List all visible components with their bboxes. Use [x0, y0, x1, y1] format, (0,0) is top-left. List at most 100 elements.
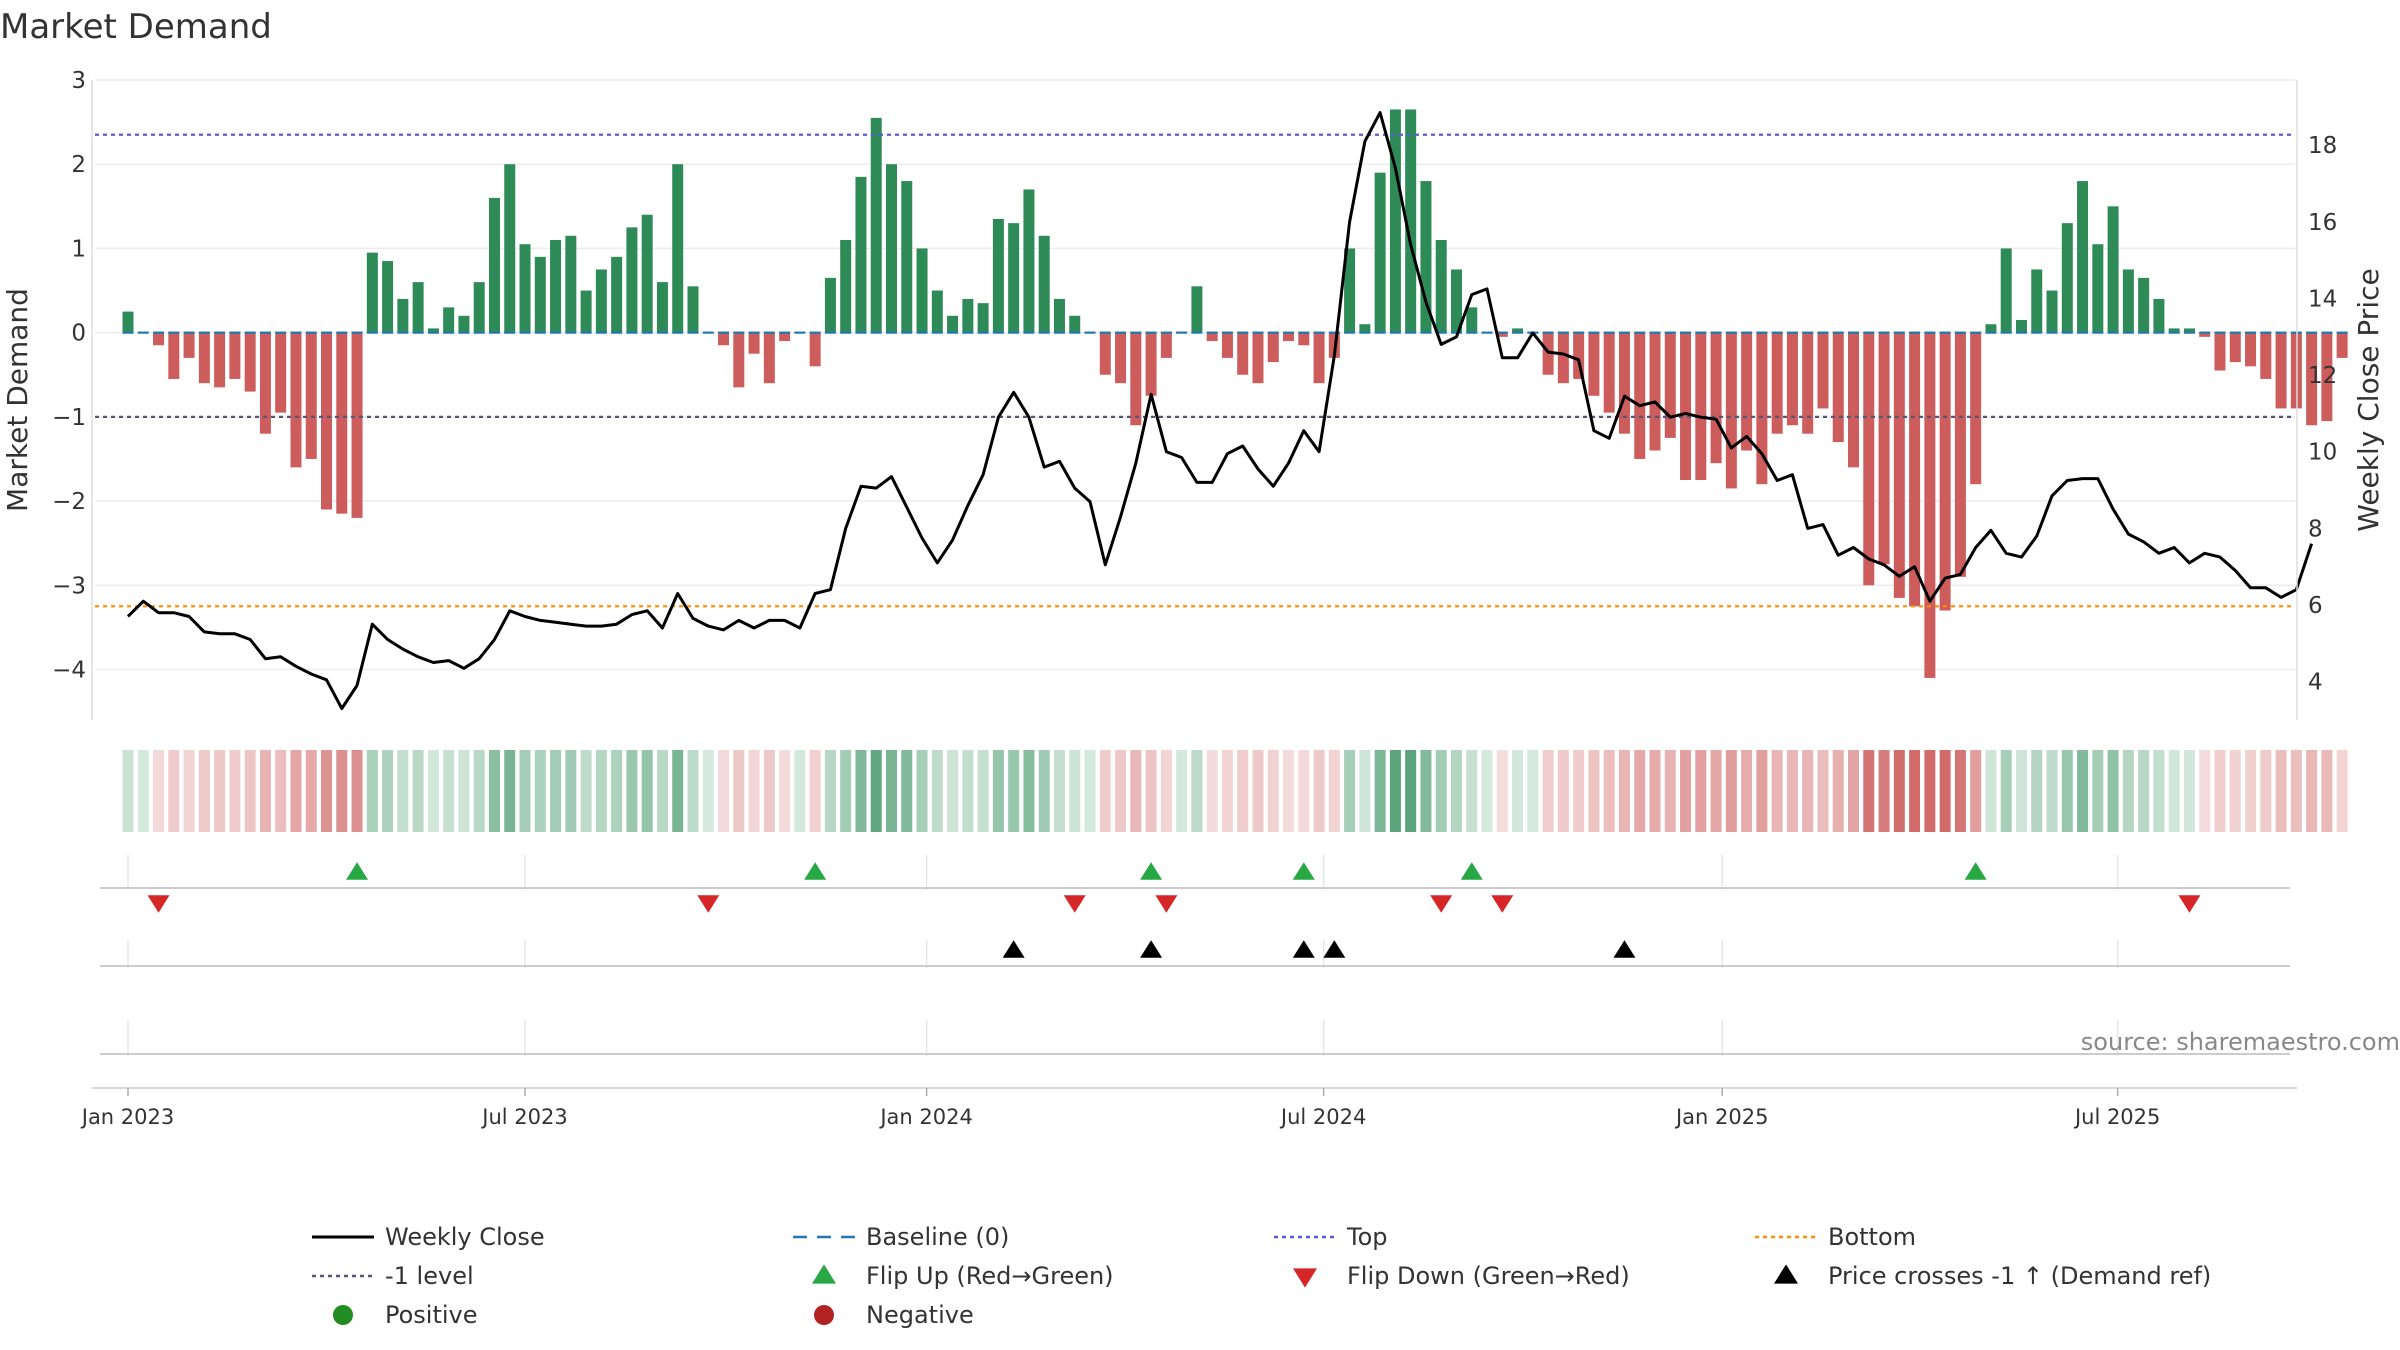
- demand-bar: [321, 332, 333, 510]
- y-tick-right: 12: [2308, 363, 2337, 389]
- y-tick-right: 6: [2308, 593, 2323, 619]
- demand-bar: [1832, 332, 1844, 443]
- weekly-close-series: [126, 111, 2314, 710]
- heat-cell: [2122, 750, 2134, 832]
- demand-bar: [1557, 332, 1569, 384]
- heat-cell: [687, 750, 699, 832]
- heat-cell: [1756, 750, 1768, 832]
- heat-cell: [275, 750, 287, 832]
- heat-cell: [412, 750, 424, 832]
- demand-bar: [1130, 332, 1142, 426]
- demand-bar: [1680, 332, 1692, 480]
- demand-bar: [366, 252, 378, 333]
- heat-cell: [1496, 750, 1508, 832]
- heat-cell: [595, 750, 607, 832]
- price-cross-marker: [1613, 940, 1636, 958]
- heat-cell: [183, 750, 195, 832]
- y-tick-left: −4: [52, 657, 86, 683]
- demand-bar: [1221, 332, 1233, 358]
- heat-cell: [733, 750, 745, 832]
- heat-cell: [1328, 750, 1340, 832]
- heat-cell: [1252, 750, 1264, 832]
- demand-bar: [901, 181, 913, 333]
- legend-label: -1 level: [385, 1262, 474, 1290]
- heat-cell: [397, 750, 409, 832]
- heat-cell: [534, 750, 546, 832]
- demand-bar: [1802, 332, 1814, 434]
- demand-bar: [1954, 332, 1966, 577]
- heat-cell: [1237, 750, 1249, 832]
- heat-cell: [198, 750, 210, 832]
- heat-cell: [1924, 750, 1936, 832]
- demand-bar: [1237, 332, 1249, 375]
- demand-bar: [168, 332, 180, 379]
- legend-triangle-up-icon: [812, 1264, 836, 1284]
- x-tick-label: Jul 2023: [480, 1105, 567, 1129]
- heat-cell: [916, 750, 928, 832]
- heat-cell: [504, 750, 516, 832]
- demand-bar: [992, 218, 1004, 333]
- chart-title: Market Demand: [0, 7, 272, 47]
- x-tick-label: Jan 2024: [878, 1105, 973, 1129]
- heat-cell: [519, 750, 531, 832]
- y-tick-left: 2: [71, 152, 86, 178]
- demand-bar: [214, 332, 226, 388]
- heat-cell: [672, 750, 684, 832]
- heat-cell: [1664, 750, 1676, 832]
- demand-bar: [1756, 332, 1768, 485]
- legend-label: Price crosses -1 ↑ (Demand ref): [1828, 1262, 2211, 1290]
- demand-bar: [1191, 286, 1203, 333]
- demand-bar: [1023, 189, 1035, 333]
- y-tick-right: 16: [2308, 210, 2337, 236]
- heat-cell: [763, 750, 775, 832]
- flip-up-marker: [1292, 862, 1315, 880]
- demand-bar: [2092, 244, 2104, 333]
- legend-label: Baseline (0): [866, 1223, 1009, 1251]
- y-tick-right: 4: [2308, 670, 2323, 696]
- flip-down-marker: [1155, 895, 1178, 913]
- demand-bar: [565, 235, 577, 333]
- heat-cell: [580, 750, 592, 832]
- demand-bar: [2275, 332, 2287, 409]
- heat-cell: [1786, 750, 1798, 832]
- heat-cell: [702, 750, 714, 832]
- demand-bar: [1985, 324, 1997, 333]
- heat-cell: [1848, 750, 1860, 832]
- heat-cell: [992, 750, 1004, 832]
- weekly-close-line: [126, 111, 2314, 710]
- demand-bar: [595, 269, 607, 333]
- legend: Weekly Close Baseline (0) Top Bottom -1 leve…: [312, 1223, 2211, 1329]
- legend-triangle-down-icon: [1293, 1268, 1317, 1288]
- heat-cell: [473, 750, 485, 832]
- flip-up-marker: [1460, 862, 1483, 880]
- demand-bar: [2122, 269, 2134, 333]
- reference-lines: [95, 133, 2348, 608]
- demand-bar: [733, 332, 745, 388]
- heat-cell: [1954, 750, 1966, 832]
- demand-bar: [1573, 332, 1585, 379]
- heat-cell: [626, 750, 638, 832]
- event-markers: [147, 862, 2201, 958]
- demand-bar: [382, 261, 394, 333]
- demand-bar: [1359, 324, 1371, 333]
- demand-bar: [412, 282, 424, 333]
- legend-label: Flip Up (Red→Green): [866, 1262, 1114, 1290]
- demand-bar: [550, 240, 562, 333]
- flip-down-marker: [1491, 895, 1514, 913]
- heat-cell: [565, 750, 577, 832]
- heat-cell: [1771, 750, 1783, 832]
- demand-bar: [1512, 328, 1524, 333]
- demand-bar: [229, 332, 241, 379]
- heat-cell: [1191, 750, 1203, 832]
- heat-cell: [641, 750, 653, 832]
- demand-bar: [183, 332, 195, 358]
- demand-bar: [1450, 269, 1462, 333]
- demand-bar: [656, 282, 668, 333]
- demand-bar: [1588, 332, 1600, 396]
- heat-cell: [1542, 750, 1554, 832]
- heat-cell: [229, 750, 241, 832]
- heat-cell: [1008, 750, 1020, 832]
- y-tick-right: 8: [2308, 516, 2323, 542]
- demand-bar: [2168, 328, 2180, 333]
